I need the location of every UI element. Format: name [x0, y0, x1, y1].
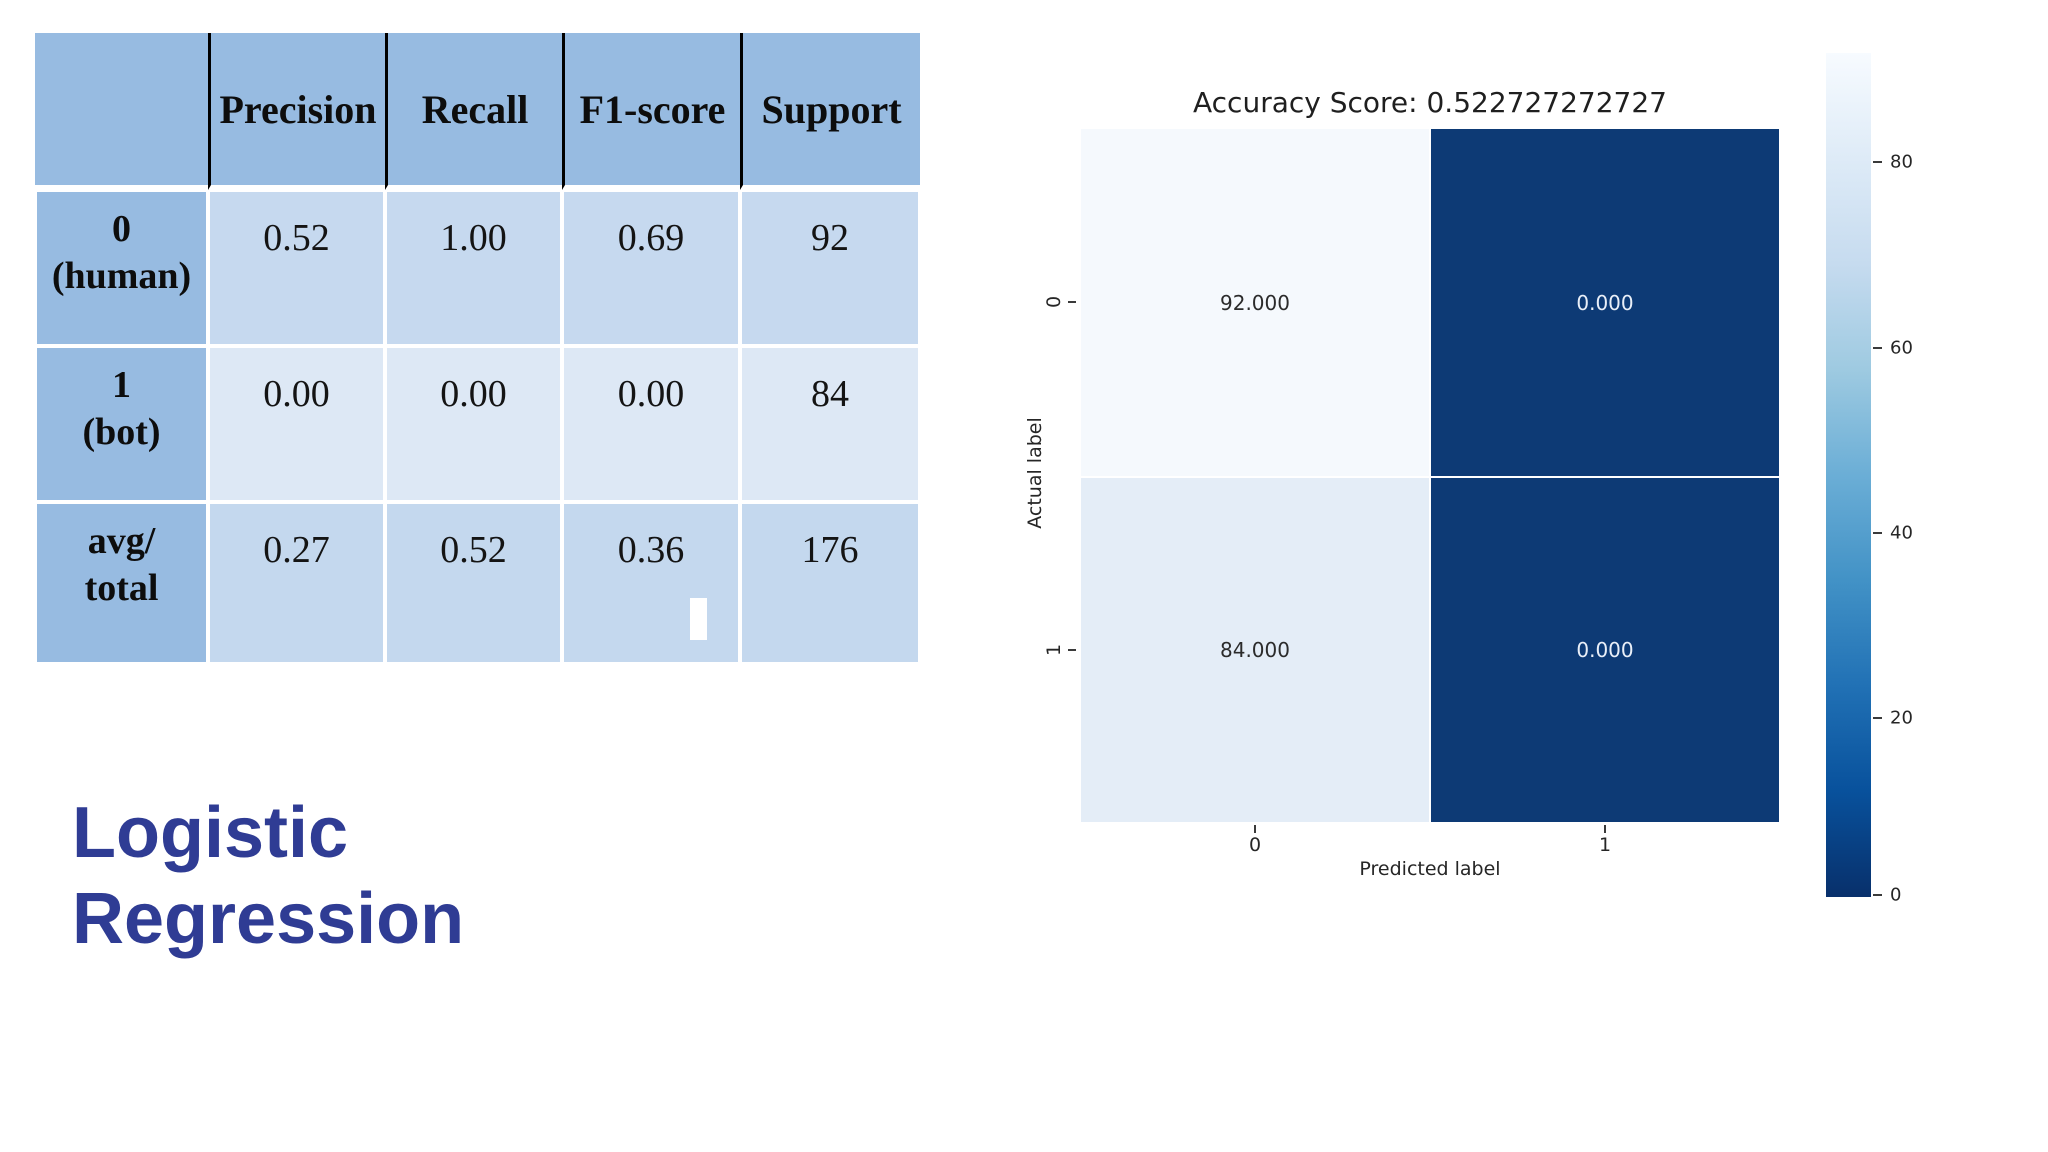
row-label-human: 0 (human): [35, 190, 208, 346]
colorbar-tick-mark: [1873, 532, 1882, 534]
table-cell-avg-f1: 0.36: [562, 502, 740, 664]
slide-title: Logistic Regression: [72, 790, 464, 962]
x-axis-label: Predicted label: [1359, 858, 1501, 880]
x-tick-label-0: 0: [1248, 834, 1262, 856]
colorbar-tick-label-60: 60: [1890, 337, 1913, 359]
y-tick-mark: [1068, 649, 1076, 651]
heatmap-cell-actual0-pred0: 92.000: [1080, 128, 1430, 477]
table-cell-bot-support: 84: [740, 346, 920, 502]
colorbar-tick-label-40: 40: [1890, 522, 1913, 544]
y-axis-label: Actual label: [1024, 417, 1046, 529]
colorbar-tick-mark: [1873, 717, 1882, 719]
table-header-f1-score: F1-score: [562, 33, 740, 190]
row-label-line: 1: [112, 364, 131, 406]
table-header-precision: Precision: [208, 33, 385, 190]
table-cell-human-f1: 0.69: [562, 190, 740, 346]
colorbar-tick-label-20: 20: [1890, 707, 1913, 729]
heatmap-cell-actual0-pred1: 0.000: [1430, 128, 1780, 477]
row-label-avg-total: avg/ total: [35, 502, 208, 664]
row-label-bot: 1 (bot): [35, 346, 208, 502]
table-cell-human-precision: 0.52: [208, 190, 385, 346]
heatmap-cell-actual1-pred1: 0.000: [1430, 477, 1780, 823]
table-header-recall: Recall: [385, 33, 562, 190]
table-cell-avg-precision: 0.27: [208, 502, 385, 664]
table-cell-bot-precision: 0.00: [208, 346, 385, 502]
row-label-line: (bot): [82, 411, 161, 453]
text-cursor: [690, 598, 707, 640]
table-cell-bot-f1: 0.00: [562, 346, 740, 502]
table-cell-human-recall: 1.00: [385, 190, 562, 346]
y-tick-label-1: 1: [1043, 643, 1065, 657]
table-cell-bot-recall: 0.00: [385, 346, 562, 502]
colorbar-tick-label-0: 0: [1890, 884, 1902, 906]
table-header-support: Support: [740, 33, 920, 190]
x-tick-mark: [1254, 825, 1256, 833]
x-tick-label-1: 1: [1598, 834, 1612, 856]
row-label-line: (human): [51, 255, 192, 297]
colorbar-tick-mark: [1873, 894, 1882, 896]
slide-title-line1: Logistic: [72, 793, 349, 873]
slide-title-line2: Regression: [72, 879, 465, 959]
table-header-empty: [35, 33, 208, 190]
classification-report-table: Precision Recall F1-score Support 0 (hum…: [35, 33, 920, 664]
colorbar-tick-label-80: 80: [1890, 151, 1913, 173]
chart-title: Accuracy Score: 0.522727272727: [1193, 86, 1667, 119]
table-cell-avg-recall: 0.52: [385, 502, 562, 664]
row-label-line: 0: [112, 208, 131, 250]
table-cell-avg-support: 176: [740, 502, 920, 664]
confusion-matrix-heatmap: 92.000 0.000 84.000 0.000: [1080, 128, 1780, 823]
x-tick-mark: [1604, 825, 1606, 833]
row-label-line: total: [84, 567, 159, 609]
table-cell-human-support: 92: [740, 190, 920, 346]
colorbar-tick-mark: [1873, 347, 1882, 349]
row-label-line: avg/: [87, 520, 156, 562]
colorbar-gradient: [1826, 53, 1871, 897]
y-tick-label-0: 0: [1043, 295, 1065, 309]
colorbar-tick-mark: [1873, 161, 1882, 163]
heatmap-cell-actual1-pred0: 84.000: [1080, 477, 1430, 823]
y-tick-mark: [1068, 301, 1076, 303]
